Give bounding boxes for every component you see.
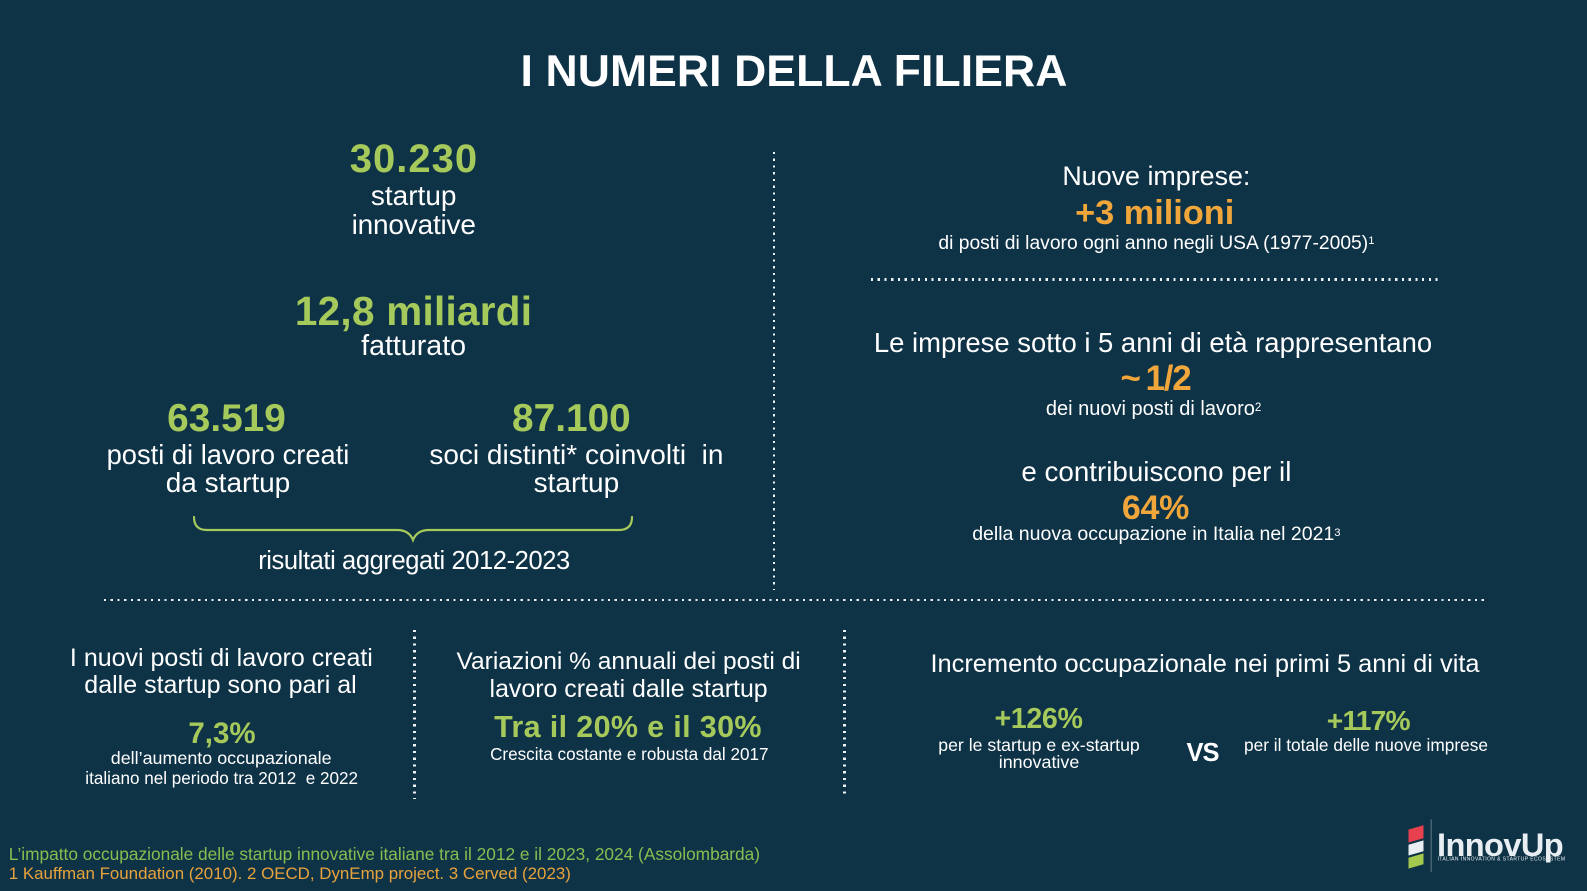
svg-text:ITALIAN INNOVATION & STARTUP E: ITALIAN INNOVATION & STARTUP ECOSYSTEM [1438, 857, 1566, 863]
svg-text:InnovUp: InnovUp [1437, 826, 1563, 863]
